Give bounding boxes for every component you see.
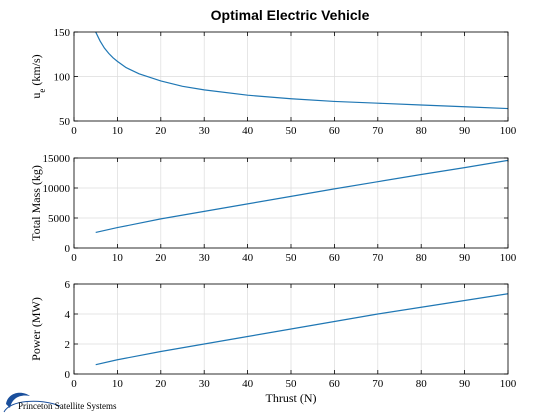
x-tick-label: 10 [112, 125, 124, 137]
x-tick-label: 10 [112, 252, 124, 264]
x-tick-label: 20 [155, 125, 167, 137]
x-tick-label: 60 [329, 125, 341, 137]
figure-title: Optimal Electric Vehicle [211, 7, 370, 23]
y-tick-label: 15000 [43, 153, 71, 165]
x-tick-label: 20 [155, 252, 167, 264]
x-tick-label: 90 [459, 378, 471, 390]
y-tick-label: 2 [65, 339, 71, 351]
x-tick-label: 90 [459, 252, 471, 264]
power-plot: 0 10 20 30 40 50 60 70 80 90 100 0 2 4 6 Power (MW) Thru… [29, 279, 517, 405]
x-tick-label: 70 [372, 125, 384, 137]
y-tick-label: 6 [65, 279, 71, 291]
x-tick-label: 60 [329, 378, 341, 390]
y-tick-label: 100 [54, 72, 71, 84]
x-tick-label: 20 [155, 378, 167, 390]
y-tick-label: 50 [59, 116, 71, 128]
x-tick-label: 60 [329, 252, 341, 264]
x-tick-label: 90 [459, 125, 471, 137]
y-axis-label-unit: (km/s) [29, 54, 43, 85]
x-tick-label: 100 [500, 378, 517, 390]
series-line [95, 32, 508, 110]
x-tick-label: 70 [372, 378, 384, 390]
x-tick-label: 40 [242, 378, 254, 390]
x-tick-label: 50 [286, 378, 298, 390]
x-tick-label: 70 [372, 252, 384, 264]
y-axis-label-subscript: e [37, 89, 47, 93]
y-tick-label: 10000 [43, 183, 71, 195]
total-mass-plot: 0 10 20 30 40 50 60 70 80 90 100 0 5000 10000 15000Tot… [29, 153, 517, 264]
x-tick-label: 0 [71, 252, 77, 264]
y-axis-label-main: u [29, 93, 43, 99]
x-tick-label: 100 [500, 252, 517, 264]
x-tick-label: 80 [416, 125, 428, 137]
x-tick-label: 30 [199, 252, 211, 264]
x-tick-label: 50 [286, 252, 298, 264]
x-tick-label: 80 [416, 252, 428, 264]
y-axis-label: Power (MW) [29, 297, 43, 361]
logo-arc-icon [3, 400, 61, 413]
y-axis-label: Total Mass (kg) [29, 165, 43, 241]
logo: Princeton Satellite Systems [3, 392, 117, 413]
x-tick-label: 80 [416, 378, 428, 390]
x-tick-label: 30 [199, 125, 211, 137]
x-tick-label: 50 [286, 125, 298, 137]
series-line [95, 159, 508, 233]
y-axis-label: ue (km/s) [29, 54, 47, 98]
x-axis-label: Thrust (N) [266, 391, 317, 405]
series-line [95, 293, 508, 366]
y-tick-label: 150 [54, 27, 71, 39]
x-tick-label: 0 [71, 125, 77, 137]
x-tick-label: 100 [500, 125, 517, 137]
y-tick-label: 0 [65, 243, 71, 255]
y-tick-label: 5000 [48, 213, 71, 225]
x-tick-label: 30 [199, 378, 211, 390]
y-tick-label: 0 [65, 369, 71, 381]
logo-text: Princeton Satellite Systems [18, 401, 117, 411]
logo-swoosh-icon [6, 392, 30, 408]
x-tick-label: 40 [242, 252, 254, 264]
x-tick-label: 40 [242, 125, 254, 137]
y-tick-label: 4 [65, 309, 71, 321]
x-tick-label: 10 [112, 378, 124, 390]
exhaust-velocity-plot: 0 10 20 30 40 50 60 70 80 90 100 50 100 150 ue (km/s) [29, 27, 517, 137]
x-tick-label: 0 [71, 378, 77, 390]
